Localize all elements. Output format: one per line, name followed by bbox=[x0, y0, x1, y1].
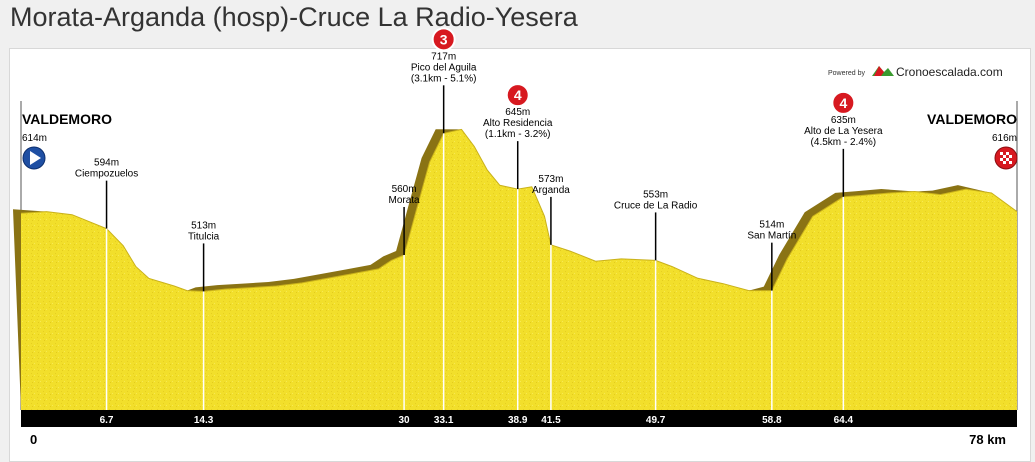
waypoint-elevation: 635m bbox=[831, 115, 856, 126]
waypoint-km-label: 58.8 bbox=[762, 415, 782, 426]
play-icon bbox=[22, 146, 46, 170]
waypoint-name: Ciempozuelos bbox=[75, 169, 138, 180]
climb-category-badge bbox=[505, 83, 530, 108]
waypoint-name: Pico del Aguila bbox=[411, 62, 477, 73]
finish-elevation: 616m bbox=[992, 133, 1017, 144]
distance-bar bbox=[21, 410, 1017, 427]
waypoint-elevation: 513m bbox=[191, 220, 216, 231]
waypoint-km-label: 64.4 bbox=[834, 415, 854, 426]
climb-category-badge bbox=[831, 90, 856, 115]
waypoint-elevation: 594m bbox=[94, 158, 119, 169]
waypoint-climb-detail: (1.1km - 3.2%) bbox=[485, 129, 551, 140]
waypoint-elevation: 573m bbox=[538, 174, 563, 185]
waypoint-km-label: 6.7 bbox=[100, 415, 114, 426]
climb-category-number: 3 bbox=[440, 31, 448, 47]
waypoint-climb-detail: (4.5km - 2.4%) bbox=[811, 137, 877, 148]
profile-area bbox=[21, 129, 1017, 410]
waypoint-km-label: 30 bbox=[399, 415, 411, 426]
waypoint-km-label: 33.1 bbox=[434, 415, 454, 426]
waypoint-elevation: 560m bbox=[392, 184, 417, 195]
climb-category-badge bbox=[431, 27, 456, 52]
waypoint-km-label: 38.9 bbox=[508, 415, 528, 426]
cronoescalada-logo-icon bbox=[872, 66, 894, 76]
waypoint-elevation: 645m bbox=[505, 107, 530, 118]
brand-name-link[interactable]: Cronoescalada.com bbox=[896, 65, 1003, 79]
waypoint-elevation: 514m bbox=[759, 220, 784, 231]
waypoint-elevation: 553m bbox=[643, 189, 668, 200]
finish-km-label: 78 km bbox=[969, 432, 1006, 447]
waypoint-km-label: 41.5 bbox=[541, 415, 561, 426]
finish-name: VALDEMORO bbox=[927, 111, 1017, 127]
start-name: VALDEMORO bbox=[22, 111, 112, 127]
checkered-flag-icon bbox=[994, 146, 1018, 170]
profile-ridge-line bbox=[20, 128, 1018, 292]
start-km-label: 0 bbox=[30, 432, 37, 447]
waypoint-climb-detail: (3.1km - 5.1%) bbox=[411, 73, 477, 84]
waypoint-name: Cruce de La Radio bbox=[614, 200, 698, 211]
waypoint-km-label: 14.3 bbox=[194, 415, 214, 426]
powered-by-label: Powered by bbox=[828, 70, 865, 77]
waypoint-elevation: 717m bbox=[431, 51, 456, 62]
waypoint-name: San Martín bbox=[747, 231, 796, 242]
waypoint-name: Alto Residencia bbox=[483, 118, 553, 129]
waypoint-name: Morata bbox=[389, 195, 421, 206]
start-elevation: 614m bbox=[22, 133, 47, 144]
page-title: Morata-Arganda (hosp)-Cruce La Radio-Yes… bbox=[10, 2, 578, 32]
climb-category-number: 4 bbox=[514, 87, 522, 103]
waypoint-name: Arganda bbox=[532, 185, 570, 196]
waypoint-name: Alto de La Yesera bbox=[804, 126, 883, 137]
climb-category-number: 4 bbox=[839, 95, 847, 111]
waypoint-name: Titulcia bbox=[188, 231, 220, 242]
waypoint-km-label: 49.7 bbox=[646, 415, 666, 426]
